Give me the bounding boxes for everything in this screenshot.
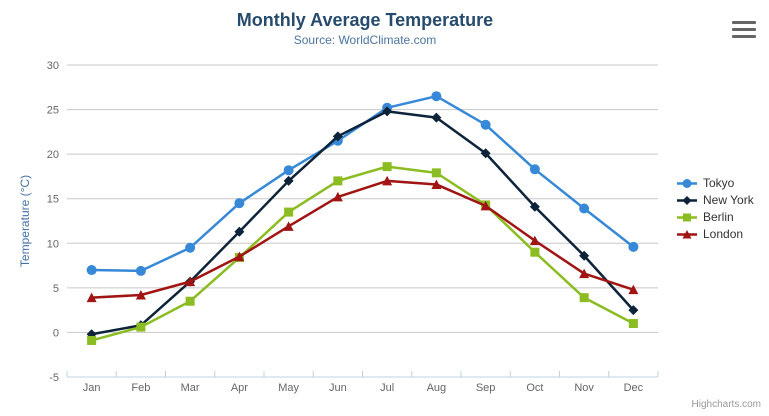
x-tick-label: Jan <box>83 382 101 394</box>
legend-label: Berlin <box>703 210 734 224</box>
x-tick-label: Apr <box>231 382 248 394</box>
legend-item-london[interactable]: London <box>676 228 754 241</box>
legend-marker-icon <box>677 179 697 188</box>
y-tick-label: 10 <box>47 238 59 250</box>
x-tick-label: Aug <box>427 382 447 394</box>
x-tick-label: Sep <box>476 382 496 394</box>
legend-item-new-york[interactable]: New York <box>676 194 754 207</box>
y-tick-label: 15 <box>47 194 59 206</box>
legend-marker-icon <box>677 230 697 239</box>
y-tick-label: 25 <box>47 105 59 117</box>
legend-item-berlin[interactable]: Berlin <box>676 211 754 224</box>
chart-title: Monthly Average Temperature <box>236 10 494 30</box>
hamburger-icon <box>732 21 756 24</box>
x-tick-label: May <box>278 382 299 394</box>
hamburger-icon <box>732 28 756 31</box>
series-london[interactable] <box>86 175 639 303</box>
x-tick-label: Jul <box>380 382 394 394</box>
y-tick-label: 0 <box>53 327 59 339</box>
series-tokyo[interactable] <box>86 91 639 276</box>
x-tick-label: Dec <box>624 382 644 394</box>
legend-marker-icon <box>677 213 697 222</box>
x-tick-label: Jun <box>329 382 347 394</box>
export-menu-button[interactable] <box>732 21 756 38</box>
credits-link[interactable]: Highcharts.com <box>691 399 761 410</box>
chart-subtitle: Source: WorldClimate.com <box>293 33 437 47</box>
x-tick-label: Nov <box>574 382 594 394</box>
x-tick-label: Oct <box>526 382 543 394</box>
y-tick-label: 5 <box>53 283 59 295</box>
legend-label: New York <box>703 193 754 207</box>
legend: Tokyo New York Berlin London <box>676 177 754 241</box>
x-tick-label: Mar <box>181 382 200 394</box>
hamburger-icon <box>732 35 756 38</box>
legend-marker-icon <box>677 196 697 205</box>
y-tick-label: 20 <box>47 149 59 161</box>
legend-item-tokyo[interactable]: Tokyo <box>676 177 754 190</box>
series-new-york[interactable] <box>86 106 639 340</box>
y-tick-label: -5 <box>49 372 59 384</box>
legend-label: Tokyo <box>703 176 735 190</box>
x-tick-label: Feb <box>131 382 150 394</box>
y-tick-label: 30 <box>47 60 59 72</box>
legend-label: London <box>703 227 744 241</box>
